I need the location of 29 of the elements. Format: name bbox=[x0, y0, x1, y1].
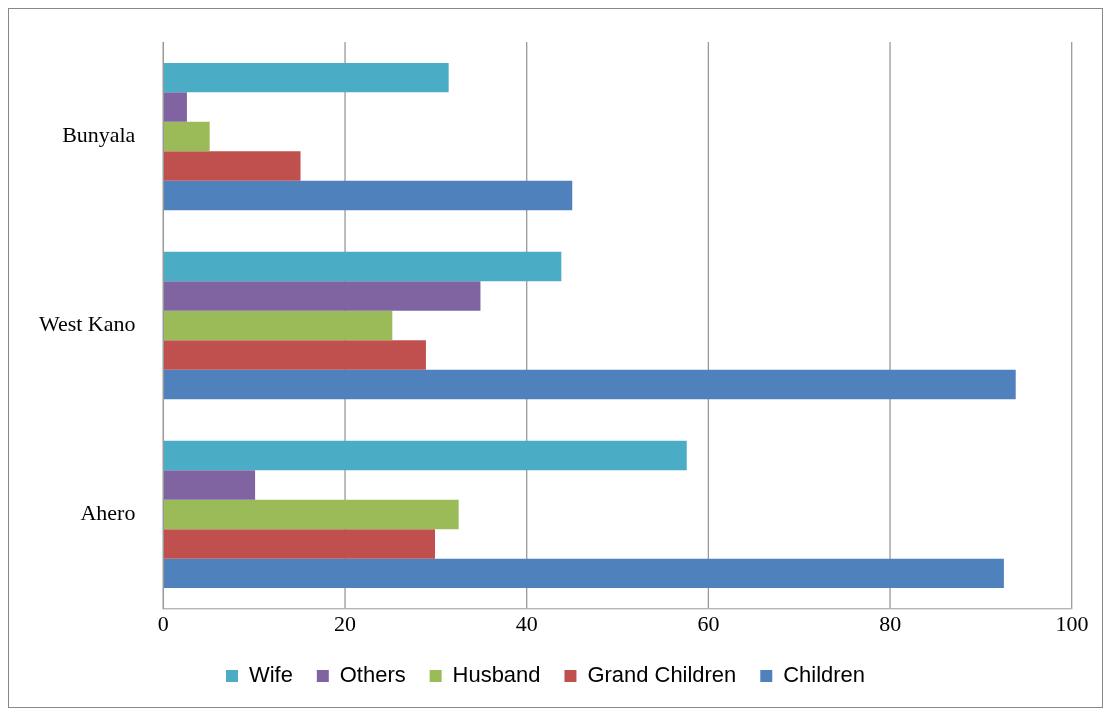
bar bbox=[163, 369, 1016, 400]
legend-label: Husband bbox=[452, 662, 541, 688]
bar bbox=[163, 180, 573, 211]
bar bbox=[163, 529, 436, 559]
y-tick-label: Ahero bbox=[80, 500, 136, 526]
bar bbox=[163, 340, 426, 370]
bar bbox=[163, 310, 393, 341]
y-tick-label: Bunyala bbox=[62, 122, 136, 148]
bar bbox=[163, 251, 562, 282]
bar bbox=[163, 151, 301, 181]
legend-label: Others bbox=[339, 662, 406, 688]
x-tick-label: 100 bbox=[1055, 610, 1089, 636]
bar bbox=[163, 470, 256, 500]
x-tick-label: 20 bbox=[334, 610, 357, 636]
bar bbox=[163, 121, 210, 152]
legend-label: Grand Children bbox=[587, 662, 737, 688]
y-tick-label: West Kano bbox=[38, 311, 136, 337]
bar bbox=[163, 558, 1004, 589]
x-tick-label: 0 bbox=[157, 610, 169, 636]
bar bbox=[163, 499, 459, 530]
legend-label: Children bbox=[783, 662, 865, 688]
bar bbox=[163, 440, 687, 471]
bar bbox=[163, 62, 449, 93]
bar bbox=[163, 92, 187, 122]
x-tick-label: 40 bbox=[515, 610, 538, 636]
legend-label: Wife bbox=[248, 662, 293, 688]
bar bbox=[163, 281, 481, 311]
x-tick-label: 80 bbox=[879, 610, 902, 636]
x-tick-label: 60 bbox=[697, 610, 720, 636]
